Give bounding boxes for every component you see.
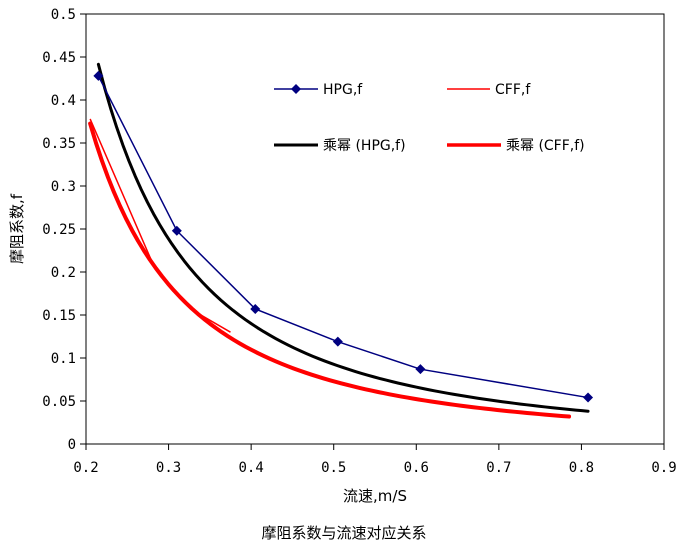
legend-label-hpg: HPG,f (323, 82, 363, 98)
y-tick-label: 0.35 (42, 136, 76, 152)
x-tick-label: 0.7 (486, 460, 511, 476)
y-tick-label: 0.4 (51, 93, 76, 109)
trend-line-cff (88, 121, 572, 419)
plot-area (85, 13, 665, 445)
x-tick-label: 0.9 (651, 460, 676, 476)
trend-lines (88, 62, 590, 419)
y-tick-label: 0.2 (51, 265, 76, 281)
y-axis-ticks: 0 0.05 0.1 0.15 0.2 0.25 0.3 0.35 0.4 0.45 0.5 (42, 7, 86, 453)
y-tick-label: 0 (68, 437, 76, 453)
series-lines (89, 75, 589, 399)
series-markers (93, 70, 594, 403)
y-tick-label: 0.1 (51, 351, 76, 367)
trend-line-hpg (96, 62, 590, 413)
data-point-hpg (332, 336, 343, 347)
y-tick-label: 0.5 (51, 7, 76, 23)
y-tick-label: 0.3 (51, 179, 76, 195)
data-point-hpg (250, 303, 261, 314)
y-tick-label: 0.15 (42, 308, 76, 324)
legend-label-trend-hpg: 乘幂 (HPG,f) (323, 138, 406, 154)
data-point-hpg (415, 364, 426, 375)
y-tick-label: 0.05 (42, 394, 76, 410)
legend-label-trend-cff: 乘幂 (CFF,f) (506, 138, 585, 154)
y-tick-label: 0.25 (42, 222, 76, 238)
chart-caption: 摩阻系数与流速对应关系 (261, 524, 427, 542)
legend: HPG,f CFF,f 乘幂 (HPG,f) 乘幂 (CFF,f) (274, 82, 585, 154)
x-axis-title: 流速,m/S (343, 487, 407, 505)
series-line-cff (89, 118, 231, 333)
y-axis-title: 摩阻系数,f (8, 193, 26, 264)
data-point-hpg (171, 225, 182, 236)
x-tick-label: 0.6 (404, 460, 429, 476)
legend-label-cff: CFF,f (495, 82, 531, 98)
x-axis-ticks: 0.2 0.3 0.4 0.5 0.6 0.7 0.8 0.9 (73, 444, 677, 476)
series-line-hpg (97, 75, 589, 399)
x-tick-label: 0.5 (321, 460, 346, 476)
x-tick-label: 0.3 (156, 460, 181, 476)
x-tick-label: 0.4 (238, 460, 263, 476)
data-point-hpg (93, 70, 104, 81)
x-tick-label: 0.2 (73, 460, 98, 476)
legend-diamond-marker (291, 84, 301, 94)
data-point-hpg (583, 392, 594, 403)
y-tick-label: 0.45 (42, 50, 76, 66)
x-tick-label: 0.8 (569, 460, 594, 476)
